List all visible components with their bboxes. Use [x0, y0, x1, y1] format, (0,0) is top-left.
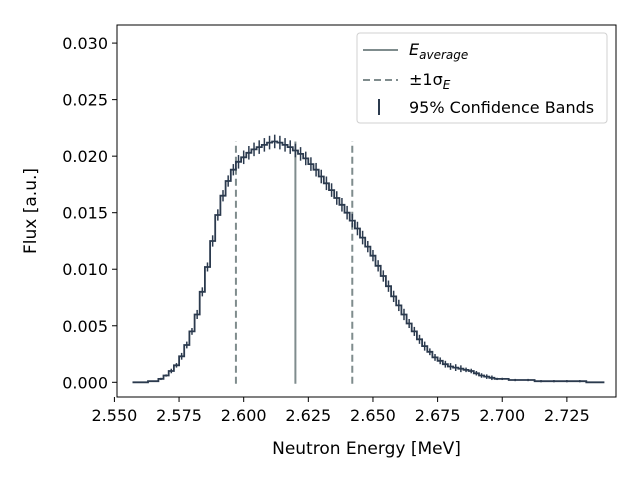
y-axis-label: Flux [a.u.] — [21, 168, 41, 254]
y-tick-label: 0.030 — [62, 34, 108, 53]
spectrum-line — [132, 140, 605, 384]
y-tick-label: 0.025 — [62, 91, 108, 110]
x-axis: 2.550 2.575 2.600 2.625 2.650 2.675 2.700 2.725 — [92, 397, 590, 425]
legend: Eaverage ±1σE 95% Confidence Bands — [356, 32, 608, 124]
x-tick-label: 2.550 — [92, 406, 138, 425]
x-tick-label: 2.725 — [544, 406, 590, 425]
y-tick-label: 0.010 — [62, 260, 108, 279]
x-tick-label: 2.675 — [415, 406, 461, 425]
x-tick-label: 2.650 — [350, 406, 396, 425]
y-tick-label: 0.020 — [62, 147, 108, 166]
x-tick-label: 2.575 — [156, 406, 202, 425]
plot-content — [132, 134, 605, 384]
legend-sigma-label: ±1σE — [409, 70, 451, 92]
plot-frame — [116, 24, 617, 398]
y-tick-label: 0.000 — [62, 373, 108, 392]
x-tick-label: 2.625 — [285, 406, 331, 425]
y-axis: 0.000 0.005 0.010 0.015 0.020 0.025 0.030 — [62, 34, 117, 392]
x-tick-label: 2.600 — [221, 406, 267, 425]
legend-confidence-label: 95% Confidence Bands — [409, 98, 594, 117]
x-tick-label: 2.700 — [479, 406, 525, 425]
y-tick-label: 0.015 — [62, 204, 108, 223]
y-tick-label: 0.005 — [62, 317, 108, 336]
x-axis-label: Neutron Energy [MeV] — [272, 439, 461, 459]
legend-average-label: Eaverage — [409, 40, 468, 62]
legend-box — [356, 32, 608, 124]
